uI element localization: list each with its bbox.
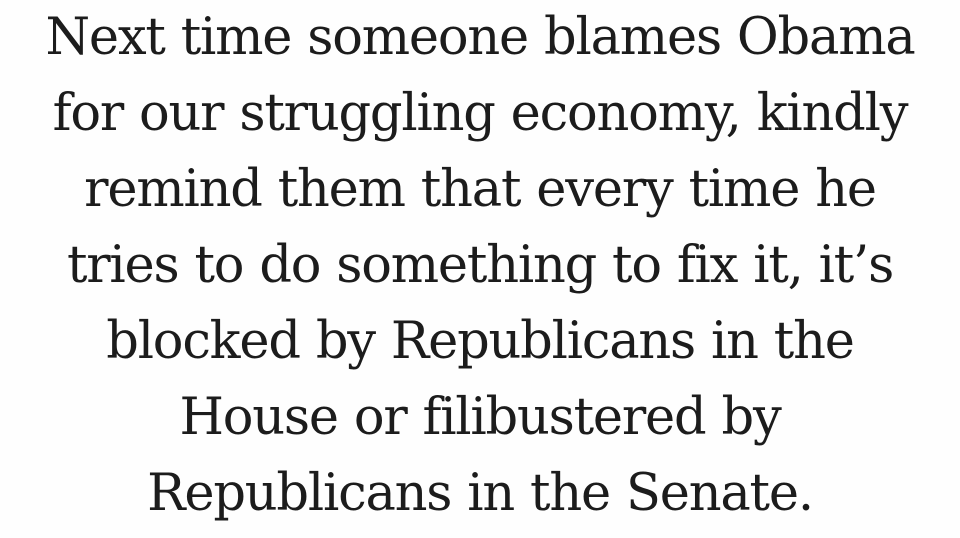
quote-line-4: tries to do something to fix it, it’s <box>66 236 894 295</box>
quote-line-7: Republicans in the Senate. <box>147 464 814 523</box>
quote-line-6: House or filibustered by <box>179 388 781 447</box>
quote-line-3: remind them that every time he <box>84 160 877 219</box>
quote-line-2: for our struggling economy, kindly <box>52 84 909 143</box>
quote-line-5: blocked by Republicans in the <box>106 312 855 371</box>
quote-line-1: Next time someone blames Obama <box>45 8 915 67</box>
